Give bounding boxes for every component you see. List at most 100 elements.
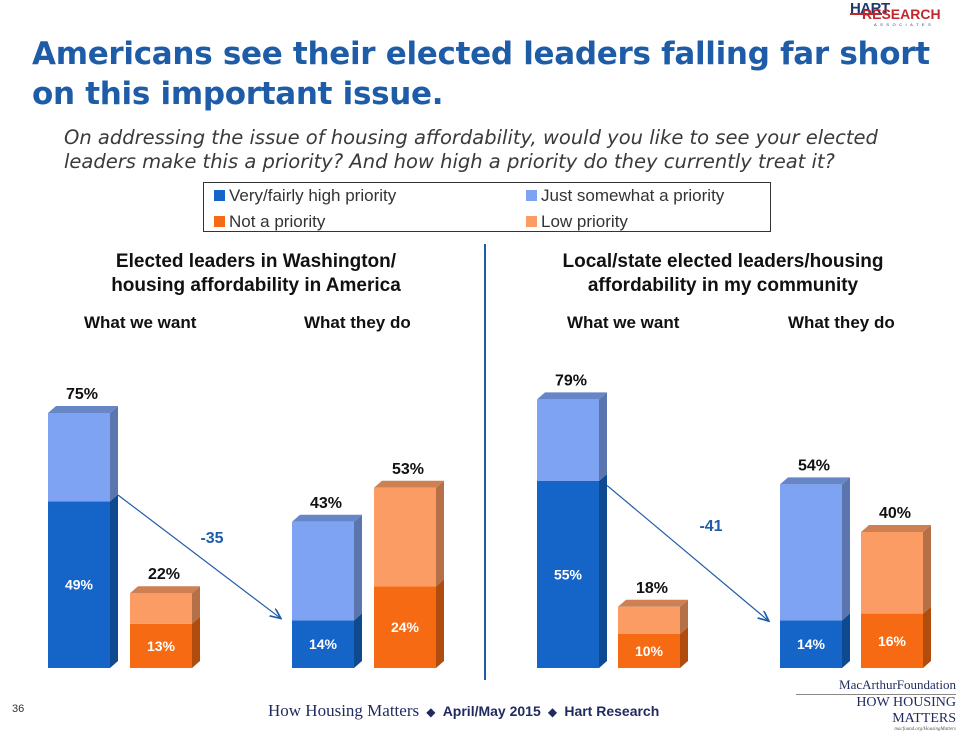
bar-side: [354, 514, 362, 621]
bar-top: [48, 406, 118, 413]
legend-item-high: Very/fairly high priority: [214, 186, 396, 206]
column-head-do-right: What they do: [788, 313, 895, 332]
footer-org: Hart Research: [564, 703, 660, 719]
panel-title-line2: affordability in my community: [587, 275, 859, 296]
legend-swatch-somewhat: [526, 190, 537, 201]
logo-line1: HART: [850, 0, 890, 17]
bar-segment: [130, 623, 192, 668]
hart-research-logo: HART RESEARCH ASSOCIATES: [848, 0, 960, 28]
bar-top: [618, 599, 688, 607]
column-head-want-right: What we want: [567, 313, 680, 332]
bar-side: [680, 599, 688, 634]
bar-segment: [537, 481, 599, 668]
bar-segment: [780, 620, 842, 668]
bar-side: [599, 474, 607, 668]
legend-label-high: Very/fairly high priority: [229, 186, 397, 205]
bar-segment: [374, 586, 436, 668]
bar-segment: [130, 593, 192, 624]
logo-line2: RESEARCH: [862, 6, 941, 22]
slide-title: Americans see their elected leaders fall…: [32, 36, 930, 112]
column-head-want-left: What we want: [84, 313, 197, 332]
panel-title-line1: Local/state elected leaders/housing: [562, 251, 884, 272]
change-arrow: [606, 484, 768, 620]
bar-segment: [618, 606, 680, 634]
bar-top: [374, 480, 444, 488]
legend-swatch-high: [214, 190, 225, 201]
change-annotation: -35: [200, 530, 223, 547]
bar-side: [599, 392, 607, 481]
footer: 36 How Housing Matters ◆ April/May 2015 …: [0, 695, 966, 723]
bar-side: [842, 477, 850, 621]
segment-value-label: 13%: [147, 638, 176, 654]
footer-date: April/May 2015: [442, 703, 541, 719]
diamond-icon: ◆: [547, 705, 558, 719]
segment-value-label: 55%: [554, 567, 583, 583]
bar-total-label: 54%: [798, 457, 830, 474]
slide-subtitle: On addressing the issue of housing affor…: [64, 126, 878, 173]
legend-label-not: Not a priority: [229, 212, 326, 231]
legend-item-not: Not a priority: [214, 212, 325, 232]
bar-side: [436, 480, 444, 587]
legend-label-low: Low priority: [541, 212, 628, 231]
segment-value-label: 24%: [391, 619, 420, 635]
bar-segment: [48, 413, 110, 502]
bar-side: [923, 525, 931, 614]
footer-brand: How Housing Matters: [268, 701, 420, 720]
bar-segment: [537, 399, 599, 481]
logo-line3: ASSOCIATES: [874, 22, 935, 27]
bar-side: [354, 613, 362, 668]
bar-side: [192, 586, 200, 624]
bar-side: [923, 606, 931, 668]
legend-label-somewhat: Just somewhat a priority: [541, 186, 725, 205]
bar-side: [680, 627, 688, 668]
panel-divider: [484, 244, 486, 680]
panel-title-local: Local/state elected leaders/housing affo…: [500, 250, 946, 298]
page-number: 36: [12, 703, 25, 715]
bar-top: [861, 525, 931, 532]
bar-side: [110, 494, 118, 668]
column-head-do-left: What they do: [304, 313, 411, 332]
change-arrow: [117, 494, 280, 618]
bar-top: [292, 514, 362, 522]
segment-value-label: 10%: [635, 643, 664, 659]
bar-segment: [292, 620, 354, 668]
bar-top: [130, 586, 200, 594]
macarthur-logo: MacArthurFoundation HOW HOUSING MATTERS …: [796, 677, 956, 732]
bar-side: [436, 579, 444, 668]
legend-swatch-low: [526, 216, 537, 227]
bar-top: [780, 477, 850, 485]
bar-segment: [292, 521, 354, 621]
panel-title-line2: housing affordability in America: [111, 275, 401, 296]
segment-value-label: 16%: [878, 633, 907, 649]
bar-top: [537, 392, 607, 400]
bar-total-label: 22%: [148, 566, 180, 583]
footer-text: How Housing Matters ◆ April/May 2015 ◆ H…: [268, 701, 659, 721]
bar-total-label: 18%: [636, 580, 668, 597]
segment-value-label: 49%: [65, 577, 94, 593]
chart-legend: Very/fairly high priority Just somewhat …: [203, 182, 771, 232]
legend-item-low: Low priority: [526, 212, 628, 232]
bar-total-label: 79%: [555, 372, 587, 389]
bar-total-label: 75%: [66, 386, 98, 403]
segment-value-label: 14%: [309, 636, 338, 652]
panel-title-line1: Elected leaders in Washington/: [115, 251, 397, 272]
bar-side: [842, 613, 850, 668]
segment-value-label: 14%: [797, 636, 826, 652]
bar-total-label: 43%: [310, 495, 342, 512]
foundation-name: MacArthurFoundation: [839, 677, 956, 692]
bar-segment: [48, 501, 110, 668]
bar-side: [110, 406, 118, 502]
bar-segment: [618, 634, 680, 668]
legend-item-somewhat: Just somewhat a priority: [526, 186, 724, 206]
legend-swatch-not: [214, 216, 225, 227]
bar-side: [192, 616, 200, 668]
foundation-sub: HOW HOUSING MATTERS: [796, 694, 956, 727]
foundation-url: macfound.org/HousingMatters: [894, 727, 956, 732]
panel-title-washington: Elected leaders in Washington/ housing a…: [36, 250, 476, 298]
logo-rule: [850, 13, 882, 15]
bar-segment: [861, 613, 923, 668]
bar-total-label: 53%: [392, 461, 424, 478]
bar-segment: [374, 487, 436, 587]
diamond-icon: ◆: [426, 705, 436, 719]
